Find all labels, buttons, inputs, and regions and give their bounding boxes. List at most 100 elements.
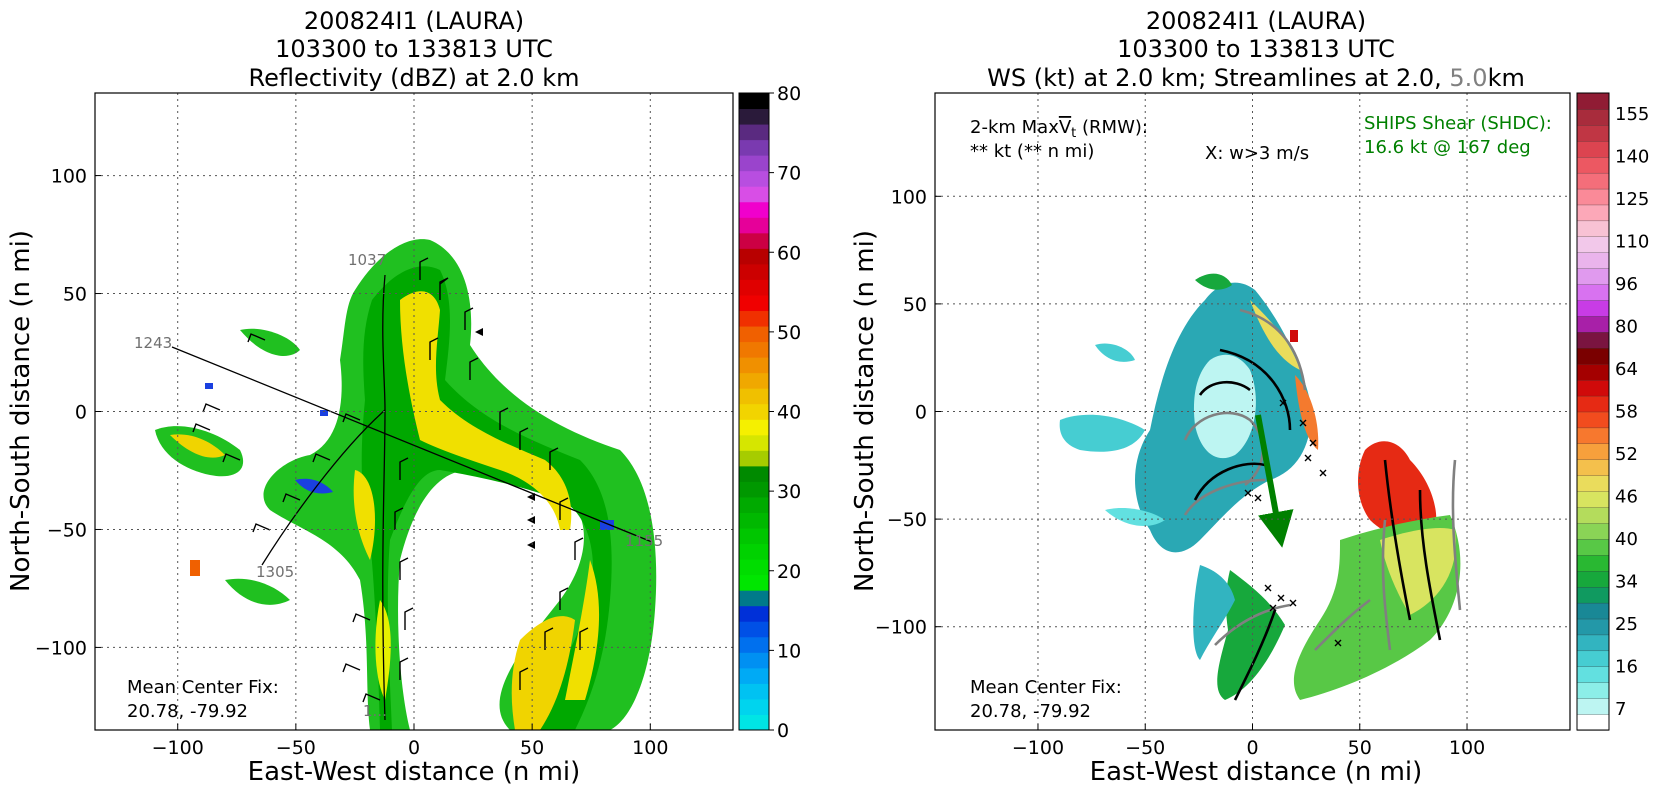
colorbar-swatch — [1576, 602, 1610, 620]
maxvt-subscript: t — [1071, 126, 1076, 141]
colorbar-swatch — [1576, 172, 1610, 190]
colorbar-swatch — [1576, 713, 1610, 731]
left-title-line1: 200824I1 (LAURA) — [304, 7, 524, 35]
colorbar-swatch — [1576, 124, 1610, 142]
colorbar-swatch — [739, 124, 769, 141]
colorbar-swatch — [739, 528, 769, 545]
track-label: 1243 — [134, 334, 172, 352]
colorbar-swatch — [1576, 522, 1610, 540]
colorbar-swatch — [1576, 650, 1610, 667]
right-grid — [935, 93, 1570, 730]
ships-shear-value: 16.6 kt @ 167 deg — [1364, 137, 1531, 158]
y-tick-label: −50 — [47, 519, 87, 541]
colorbar-swatch — [739, 93, 769, 110]
colorbar-swatch — [1576, 140, 1610, 158]
colorbar-swatch — [739, 434, 769, 451]
left-axis-ticks: −100 −50 0 50 100 −100 −50 0 50 100 — [35, 166, 669, 759]
colorbar-swatch — [739, 683, 769, 700]
colorbar-swatch — [739, 574, 769, 591]
left-grid — [95, 93, 733, 730]
colorbar-swatch — [1576, 156, 1610, 174]
colorbar-tick-label: 10 — [777, 640, 801, 662]
colorbar-swatch — [739, 481, 769, 498]
colorbar-frame — [1576, 92, 1610, 731]
left-colorbar: 0 10 20 30 40 50 60 70 80 — [738, 83, 801, 742]
colorbar-swatch — [739, 636, 769, 653]
x-tick-label: −50 — [276, 737, 316, 759]
colorbar-swatch — [739, 465, 769, 482]
colorbar-swatch — [1576, 618, 1610, 636]
colorbar-swatch — [739, 248, 769, 265]
left-wind-barbs — [192, 257, 589, 703]
left-center-fix-value: 20.78, -79.92 — [127, 701, 248, 722]
maxvt-label-prefix: 2-km Max — [970, 117, 1059, 138]
colorbar-swatch — [739, 450, 769, 467]
colorbar-swatch — [739, 403, 769, 420]
colorbar-tick-label: 58 — [1615, 402, 1638, 423]
right-xlabel: East-West distance (n mi) — [1090, 757, 1423, 787]
colorbar-tick-label: 7 — [1615, 699, 1626, 720]
colorbar-swatch — [1576, 538, 1610, 556]
y-tick-label: 100 — [51, 166, 87, 188]
colorbar-swatch — [739, 667, 769, 684]
left-panel: 200824I1 (LAURA) 103300 to 133813 UTC Re… — [6, 7, 801, 787]
colorbar-tick-label: 96 — [1615, 274, 1638, 295]
colorbar-swatch — [1576, 188, 1610, 206]
x-tick-label: 100 — [1449, 737, 1485, 759]
colorbar-swatch — [1576, 682, 1610, 699]
colorbar-tick-label: 30 — [777, 481, 801, 503]
right-axis-ticks: −100 −50 0 50 100 −100 −50 0 50 100 — [875, 186, 1485, 759]
y-tick-label: −100 — [35, 637, 87, 659]
colorbar-swatch — [739, 512, 769, 529]
colorbar-swatch — [739, 263, 769, 280]
colorbar-swatch — [1576, 490, 1610, 508]
colorbar-swatch — [739, 108, 769, 125]
colorbar-swatch — [739, 201, 769, 218]
colorbar-swatch — [1576, 379, 1610, 397]
colorbar-tick-label: 46 — [1615, 486, 1638, 507]
colorbar-swatch — [1576, 331, 1610, 349]
x-tick-label: 50 — [520, 737, 544, 759]
colorbar-swatch — [739, 326, 769, 343]
maxvt-symbol: V — [1059, 117, 1072, 138]
colorbar-tick-label: 125 — [1615, 189, 1649, 210]
left-ylabel: North-South distance (n mi) — [6, 230, 36, 592]
left-xlabel: East-West distance (n mi) — [248, 757, 581, 787]
colorbar-swatch — [1576, 252, 1610, 269]
colorbar-swatch — [739, 279, 769, 296]
right-streamlines — [1183, 308, 1462, 701]
right-vertical-velocity-markers — [1244, 399, 1342, 647]
colorbar-tick-label: 52 — [1615, 444, 1638, 465]
colorbar-swatch — [1576, 459, 1610, 476]
colorbar-tick-label: 60 — [777, 242, 801, 264]
colorbar-tick-label: 110 — [1615, 232, 1649, 253]
colorbar-swatch — [1576, 92, 1610, 110]
colorbar-tick-label: 80 — [1615, 317, 1638, 338]
colorbar-swatch — [1576, 283, 1610, 301]
colorbar-swatch — [1576, 586, 1610, 604]
colorbar-swatch — [739, 714, 769, 731]
colorbar-tick-label: 70 — [777, 163, 801, 185]
maxvt-value: ** kt (** n mi) — [970, 141, 1094, 162]
left-flight-track — [171, 274, 653, 721]
colorbar-tick-label: 50 — [777, 322, 801, 344]
y-tick-label: 100 — [891, 186, 927, 208]
colorbar-tick-label: 80 — [777, 83, 801, 105]
maxvt-label-suffix: (RMW): — [1076, 117, 1148, 138]
colorbar-swatch — [1576, 299, 1610, 317]
colorbar-swatch — [739, 155, 769, 172]
colorbar-swatch — [739, 621, 769, 638]
colorbar-swatch — [1576, 427, 1610, 444]
colorbar-swatch — [1576, 236, 1610, 253]
track-label: 1037 — [348, 251, 386, 269]
y-tick-label: −50 — [887, 509, 927, 531]
colorbar-swatch — [739, 543, 769, 560]
colorbar-swatch — [739, 698, 769, 715]
colorbar-swatch — [1576, 554, 1610, 572]
left-center-fix-label: Mean Center Fix: — [127, 677, 279, 698]
colorbar-swatch — [1576, 315, 1610, 333]
colorbar-swatch — [1576, 268, 1610, 285]
right-title-line3-suffix: km — [1488, 64, 1525, 92]
x-tick-label: −100 — [1012, 737, 1064, 759]
colorbar-swatch — [739, 652, 769, 669]
